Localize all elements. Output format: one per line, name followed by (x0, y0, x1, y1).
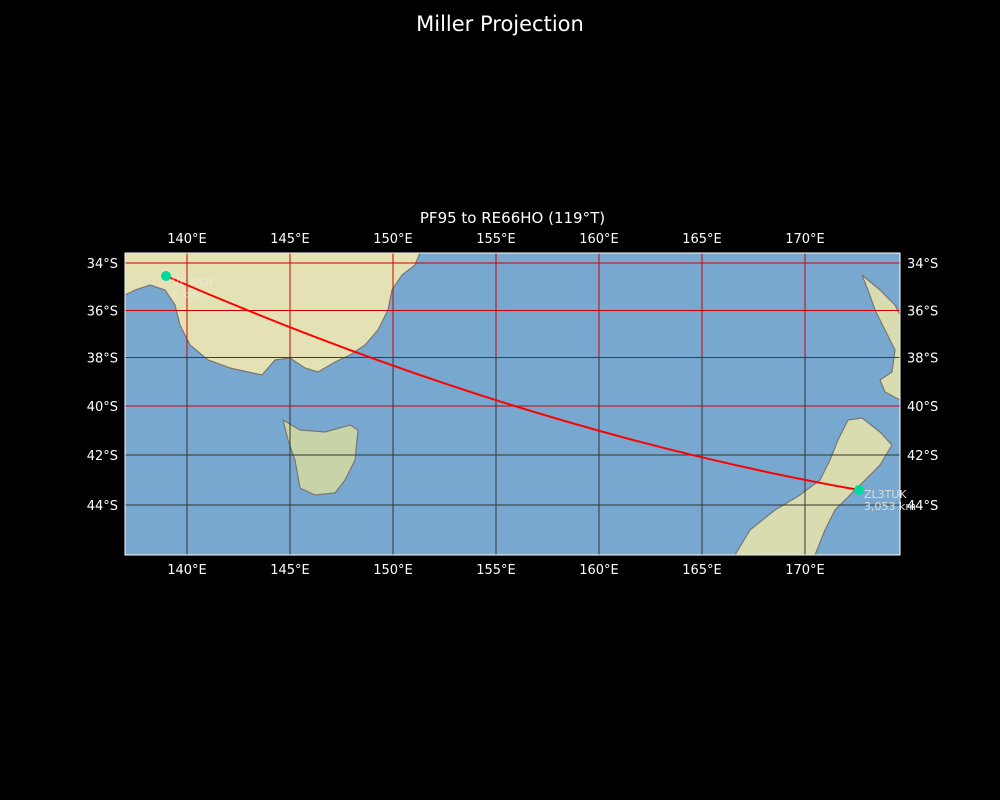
lon-tick-bottom: 160°E (579, 563, 619, 578)
lon-tick-bottom: 140°E (167, 563, 207, 578)
end-distance: 3,053 km (864, 500, 916, 513)
figure-title: Miller Projection (416, 12, 584, 36)
tasmania-land (282, 418, 359, 496)
lat-tick-right: 36°S (907, 305, 938, 320)
lat-tick-left: 40°S (87, 400, 118, 415)
lat-tick-right: 44°S (907, 499, 938, 514)
lat-tick-left: 38°S (87, 352, 118, 367)
end-label: ZL3TUK (864, 488, 907, 501)
lon-tick-bottom: 150°E (373, 563, 413, 578)
map-frame (124, 252, 901, 556)
great-circle-path (165, 275, 860, 491)
lat-tick-right: 40°S (907, 400, 938, 415)
lon-tick-top: 140°E (167, 232, 207, 247)
lat-tick-left: 36°S (87, 305, 118, 320)
lon-tick-top: 155°E (476, 232, 516, 247)
lat-tick-right: 34°S (907, 257, 938, 272)
start-marker[interactable] (161, 271, 171, 281)
lat-tick-left: 44°S (87, 499, 118, 514)
lat-tick-right: 42°S (907, 449, 938, 464)
lon-tick-bottom: 155°E (476, 563, 516, 578)
lon-tick-top: 150°E (373, 232, 413, 247)
new-zealand-south-land (734, 417, 893, 555)
start-label: VE MDY (172, 276, 214, 289)
australia-land (125, 253, 421, 376)
lon-tick-top: 145°E (270, 232, 310, 247)
map-subtitle: PF95 to RE66HO (119°T) (419, 209, 606, 227)
lon-tick-bottom: 165°E (682, 563, 722, 578)
lon-tick-bottom: 145°E (270, 563, 310, 578)
lon-tick-top: 170°E (785, 232, 825, 247)
start-distance: 0 km (172, 288, 200, 301)
lon-tick-top: 165°E (682, 232, 722, 247)
lon-tick-top: 160°E (579, 232, 619, 247)
end-marker[interactable] (854, 485, 864, 495)
lat-tick-right: 38°S (907, 352, 938, 367)
lon-tick-bottom: 170°E (785, 563, 825, 578)
lat-tick-left: 42°S (87, 449, 118, 464)
lat-tick-left: 34°S (87, 257, 118, 272)
